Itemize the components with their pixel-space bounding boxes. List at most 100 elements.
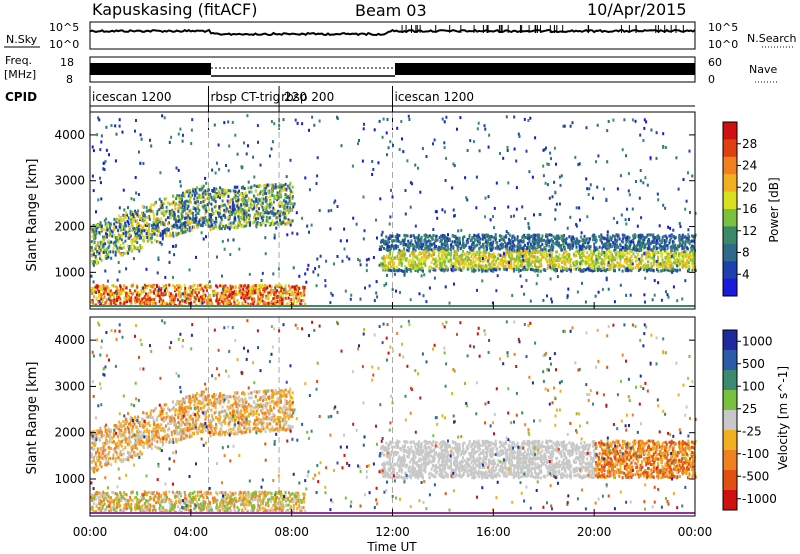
heatmap-cell — [436, 238, 439, 242]
heatmap-cell — [399, 242, 402, 245]
heatmap-cell — [557, 255, 559, 259]
heatmap-cell — [201, 224, 204, 228]
heatmap-cell — [589, 268, 592, 272]
heatmap-cell — [669, 261, 672, 265]
heatmap-cell — [663, 260, 666, 264]
heatmap-cell — [239, 292, 242, 296]
heatmap-cell — [186, 212, 189, 216]
heatmap-cell — [593, 264, 596, 268]
heatmap-cell — [162, 299, 165, 303]
heatmap-cell — [125, 292, 127, 296]
heatmap-cell — [114, 250, 117, 254]
heatmap-cell — [269, 222, 272, 225]
heatmap-cell — [604, 251, 607, 255]
heatmap-cell — [215, 194, 218, 198]
heatmap-cell — [273, 296, 276, 300]
heatmap-cell — [123, 227, 126, 231]
heatmap-cell — [588, 237, 591, 241]
heatmap-cell — [433, 245, 436, 248]
heatmap-cell — [212, 189, 214, 193]
heatmap-cell — [570, 258, 573, 261]
heatmap-cell — [259, 192, 262, 196]
heatmap-cell — [441, 242, 444, 246]
heatmap-cell — [284, 284, 287, 288]
heatmap-cell — [395, 246, 398, 250]
heatmap-cell — [674, 243, 677, 247]
heatmap-cell — [606, 243, 609, 247]
heatmap-cell — [640, 248, 643, 252]
heatmap-cell — [248, 296, 251, 300]
heatmap-cell — [466, 240, 469, 244]
heatmap-cell — [544, 242, 547, 245]
heatmap-cell — [653, 251, 656, 255]
heatmap-cell — [194, 189, 197, 192]
heatmap-cell — [99, 285, 102, 289]
heatmap-cell — [243, 217, 246, 221]
heatmap-cell — [624, 248, 627, 252]
heatmap-cell — [94, 234, 97, 238]
heatmap-cell — [548, 244, 551, 248]
heatmap-cell — [95, 290, 98, 294]
heatmap-cell — [431, 250, 434, 254]
heatmap-cell — [580, 235, 583, 239]
heatmap-cell — [222, 302, 225, 306]
heatmap-cell — [561, 269, 564, 273]
heatmap-cell — [580, 259, 582, 263]
heatmap-cell — [463, 235, 466, 239]
heatmap-cell — [152, 203, 155, 207]
heatmap-cell — [555, 263, 558, 267]
heatmap-cell — [92, 263, 95, 267]
heatmap-cell — [255, 203, 258, 207]
heatmap-cell — [689, 258, 692, 262]
heatmap-cell — [562, 253, 565, 257]
heatmap-cell — [128, 236, 131, 240]
heatmap-cell — [550, 267, 553, 271]
heatmap-cell — [624, 243, 627, 247]
heatmap-cell — [204, 192, 207, 196]
heatmap-cell — [509, 257, 512, 260]
heatmap-cell — [497, 252, 500, 256]
heatmap-cell — [680, 243, 683, 247]
heatmap-cell — [664, 248, 667, 252]
heatmap-cell — [277, 212, 280, 216]
heatmap-cell — [90, 246, 93, 250]
heatmap-cell — [209, 224, 212, 228]
heatmap-cell — [386, 265, 389, 269]
heatmap-cell — [452, 245, 455, 249]
heatmap-cell — [158, 300, 161, 303]
heatmap-cell — [655, 262, 658, 266]
heatmap-cell — [691, 255, 694, 259]
heatmap-cell — [165, 234, 168, 238]
heatmap-cell — [106, 292, 109, 296]
heatmap-cell — [181, 228, 184, 232]
heatmap-cell — [240, 225, 243, 229]
heatmap-cell — [486, 243, 489, 247]
heatmap-cell — [197, 299, 200, 303]
heatmap-cell — [261, 283, 264, 287]
heatmap-cell — [154, 301, 157, 305]
heatmap-cell — [441, 234, 444, 237]
heatmap-cell — [239, 288, 242, 292]
heatmap-cell — [661, 236, 664, 240]
heatmap-cell — [491, 253, 494, 257]
heatmap-cell — [555, 236, 558, 240]
heatmap-cell — [224, 227, 226, 230]
heatmap-cell — [691, 244, 694, 248]
heatmap-cell — [288, 288, 291, 292]
heatmap-cell — [221, 189, 224, 193]
heatmap-cell — [185, 203, 188, 207]
heatmap-cell — [526, 250, 529, 254]
heatmap-cell — [514, 267, 517, 271]
heatmap-cell — [101, 250, 104, 254]
heatmap-cell — [287, 290, 289, 294]
nsearch-tick-bottom: 10^0 — [708, 38, 738, 51]
heatmap-cell — [119, 285, 122, 289]
heatmap-cell — [494, 266, 497, 270]
heatmap-cell — [426, 255, 429, 259]
heatmap-cell — [512, 269, 515, 273]
heatmap-cell — [285, 194, 288, 197]
heatmap-cell — [469, 247, 472, 250]
heatmap-cell — [404, 237, 406, 241]
heatmap-cell — [141, 234, 144, 238]
heatmap-cell — [160, 301, 162, 305]
